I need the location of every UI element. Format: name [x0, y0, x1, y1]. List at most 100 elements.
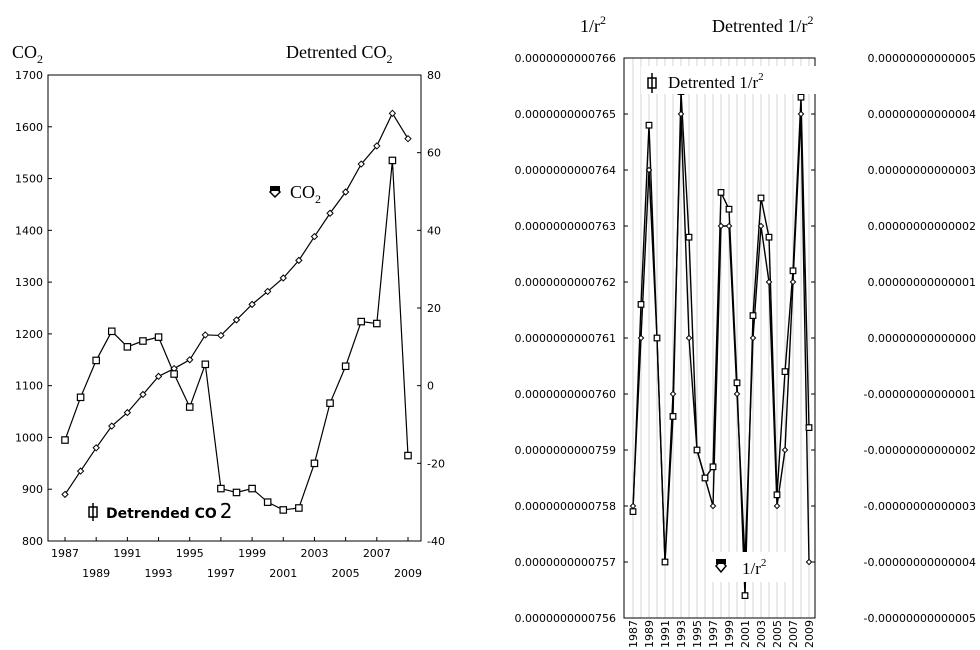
left-axis-title-r2: 1/r2: [580, 13, 606, 36]
legend-r2-box: [708, 552, 788, 582]
inverse-r2-point: [677, 110, 685, 118]
detrended-co2-point: [170, 370, 178, 378]
right-tick-label: -20: [427, 457, 445, 470]
inverse-r2-point: [645, 166, 653, 174]
detrended-co2-point: [201, 360, 210, 369]
right-tick-label: -0.00000000000003: [864, 500, 976, 513]
right-tick-label: 80: [427, 69, 441, 82]
x-tick-label: 2003: [755, 620, 768, 648]
detrended-inverse-r2-point: [629, 508, 637, 515]
legend-detrended-r2-label: Detrented 1/r2: [668, 71, 764, 92]
legend-detrended-r2: Detrented 1/r2: [641, 66, 845, 94]
left-tick-label: 800: [22, 535, 43, 548]
axis-ticks: 80090010001100120013001400150016001700-4…: [15, 69, 445, 580]
inverse-r2-point: [749, 334, 757, 342]
inverse-r2-chart: 1/r2 Detrented 1/r2 0.00000000007560.000…: [515, 13, 976, 648]
x-tick-label: 1987: [51, 547, 79, 560]
detrended-co2-line: [64, 160, 409, 511]
co2-point: [61, 490, 69, 499]
right-tick-label: -0.00000000000005: [864, 612, 976, 625]
detrended-co2-point: [310, 459, 319, 468]
inverse-r2-point: [797, 110, 805, 118]
co2-point: [388, 109, 397, 118]
x-tick-label: 1989: [643, 620, 656, 648]
co2-point: [76, 467, 85, 475]
detrended-inverse-r2-point: [693, 446, 701, 454]
left-tick-label: 900: [22, 483, 43, 496]
left-tick-label: 0.0000000000759: [515, 444, 616, 457]
detrended-inverse-r2-point: [725, 205, 733, 213]
co2-point: [310, 232, 319, 241]
co2-point: [279, 274, 287, 282]
detrended-co2-point: [326, 399, 334, 407]
detrended-co2-point: [76, 393, 85, 402]
co2-point: [232, 316, 241, 324]
x-tick-label: 2009: [394, 567, 422, 580]
series-group: [61, 109, 412, 514]
legend-detrended-r2-box: [641, 66, 845, 94]
left-tick-label: 1100: [15, 380, 43, 393]
right-axis-title: Detrented CO2: [286, 42, 392, 66]
detrended-inverse-r2-point: [757, 194, 765, 202]
detrended-co2-point: [263, 498, 272, 506]
plot-frame: [47, 74, 422, 542]
left-tick-label: 0.0000000000764: [515, 164, 616, 177]
inverse-r2-point: [629, 502, 637, 510]
co2-point: [139, 390, 147, 399]
right-tick-label: 0.00000000000000: [868, 332, 976, 345]
inverse-r2-point: [733, 390, 741, 398]
right-tick-label: 0.00000000000005: [868, 52, 976, 65]
legend-co2: CO2: [268, 182, 321, 206]
co2-point: [326, 209, 334, 217]
legend-r2-label: 1/r2: [742, 557, 766, 578]
left-tick-label: 0.0000000000758: [515, 500, 616, 513]
axis-ticks-r2: 0.0000000000756 0.0000000000757 0.00000000…: [515, 52, 976, 648]
detrended-inverse-r2-point: [805, 424, 813, 431]
x-tick-label: 1997: [207, 567, 235, 580]
x-tick-label: 2003: [300, 547, 328, 560]
co2-point: [404, 134, 412, 143]
x-tick-label: 1991: [659, 620, 672, 648]
x-tick-label: 2001: [739, 620, 752, 648]
co2-point: [373, 142, 381, 150]
detrended-co2-point: [61, 436, 69, 444]
x-tick-label: 2009: [803, 620, 816, 648]
inverse-r2-point: [781, 446, 789, 454]
x-tick-label: 1993: [145, 567, 173, 580]
left-tick-label: 0.0000000000765: [515, 108, 616, 121]
right-tick-label: 0.00000000000002: [868, 220, 976, 233]
co2-line: [64, 112, 409, 495]
detrended-co2-point: [295, 504, 303, 512]
detrended-co2-point: [388, 156, 397, 165]
left-tick-label: 0.0000000000763: [515, 220, 616, 233]
detrended-co2-point: [232, 488, 241, 497]
detrended-co2-point: [154, 333, 163, 341]
detrended-inverse-r2-point: [741, 592, 749, 599]
detrended-co2-point: [357, 317, 366, 326]
co2-point: [201, 331, 210, 339]
left-axis-title: CO2: [12, 42, 43, 66]
detrended-inverse-r2-point: [773, 491, 781, 499]
right-tick-label: -0.00000000000001: [864, 388, 976, 401]
legend-detrended-co2-marker: [88, 503, 98, 521]
legend-detrended-co2-label: Detrended CO 2: [106, 499, 233, 523]
right-tick-label: 40: [427, 224, 441, 237]
x-tick-label: 2005: [771, 620, 784, 648]
left-tick-label: 0.0000000000760: [515, 388, 616, 401]
x-tick-label: 2007: [787, 620, 800, 648]
detrended-inverse-r2-point: [645, 121, 653, 129]
co2-point: [295, 256, 303, 265]
left-tick-label: 0.0000000000756: [515, 612, 616, 625]
inverse-r2-point: [789, 278, 797, 286]
detrended-inverse-r2-point: [669, 413, 677, 420]
detrended-inverse-r2-point: [733, 379, 741, 387]
detrended-co2-point: [107, 327, 116, 336]
detrended-co2-point: [185, 403, 194, 411]
legend-detrended-r2-marker: [647, 73, 657, 93]
x-tick-label: 2005: [332, 567, 360, 580]
detrended-co2-point: [248, 484, 256, 493]
right-tick-label: 0.00000000000004: [868, 108, 976, 121]
x-tick-label: 1999: [238, 547, 266, 560]
x-tick-label: 2001: [269, 567, 297, 580]
series-group-r2: [629, 88, 813, 599]
